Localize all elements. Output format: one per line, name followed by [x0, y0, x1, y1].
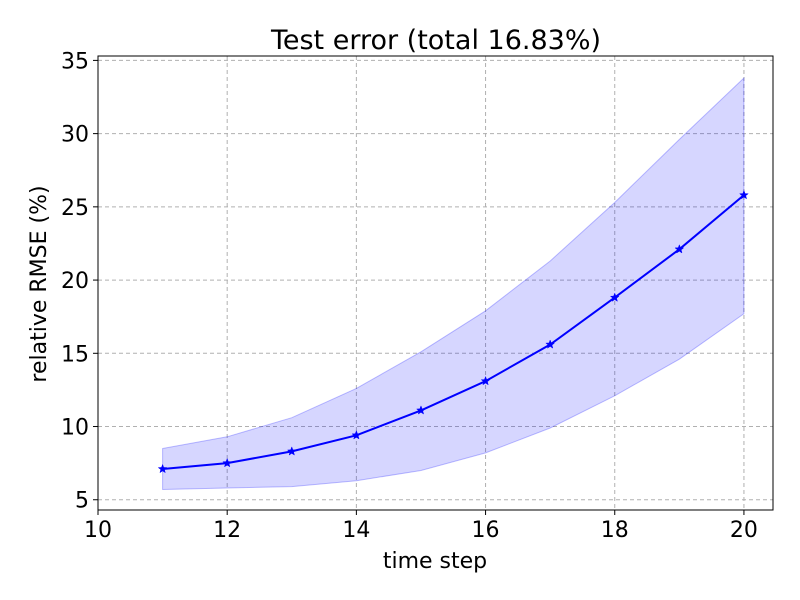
plot-frame [97, 55, 774, 511]
y-tick-label: 5 [75, 489, 89, 514]
y-tick-label: 15 [61, 342, 89, 367]
x-axis-label: time step [383, 549, 487, 574]
data-point [480, 375, 491, 386]
y-axis-label: relative RMSE (%) [27, 185, 52, 382]
x-tick-label: 10 [84, 518, 112, 543]
data-point [738, 189, 749, 200]
band-layer [162, 76, 745, 491]
grid [97, 56, 773, 510]
data-point [545, 339, 556, 349]
data-point [286, 446, 297, 456]
x-tick-label: 16 [472, 518, 500, 543]
data-point [157, 463, 168, 474]
y-tick-label: 25 [61, 196, 89, 221]
data-point [674, 244, 685, 254]
data-point [222, 457, 233, 468]
series-line [162, 194, 745, 470]
x-tick-label: 12 [213, 518, 241, 543]
data-point [351, 430, 362, 440]
x-tick-label: 20 [730, 518, 758, 543]
y-tick-label: 10 [61, 416, 89, 441]
line-layer [157, 189, 749, 474]
y-tick-label: 30 [61, 123, 89, 148]
axes-layer: 10 12 14 16 18 20 5 10 15 20 25 30 35 [61, 49, 774, 543]
y-tick-label: 20 [61, 269, 89, 294]
x-tick-label: 18 [601, 518, 629, 543]
data-point [609, 292, 620, 302]
chart-title: Test error (total 16.83%) [270, 25, 601, 56]
y-tick-label: 35 [61, 49, 89, 74]
data-point [416, 405, 426, 415]
x-tick-label: 14 [342, 518, 370, 543]
error-band [162, 76, 745, 491]
